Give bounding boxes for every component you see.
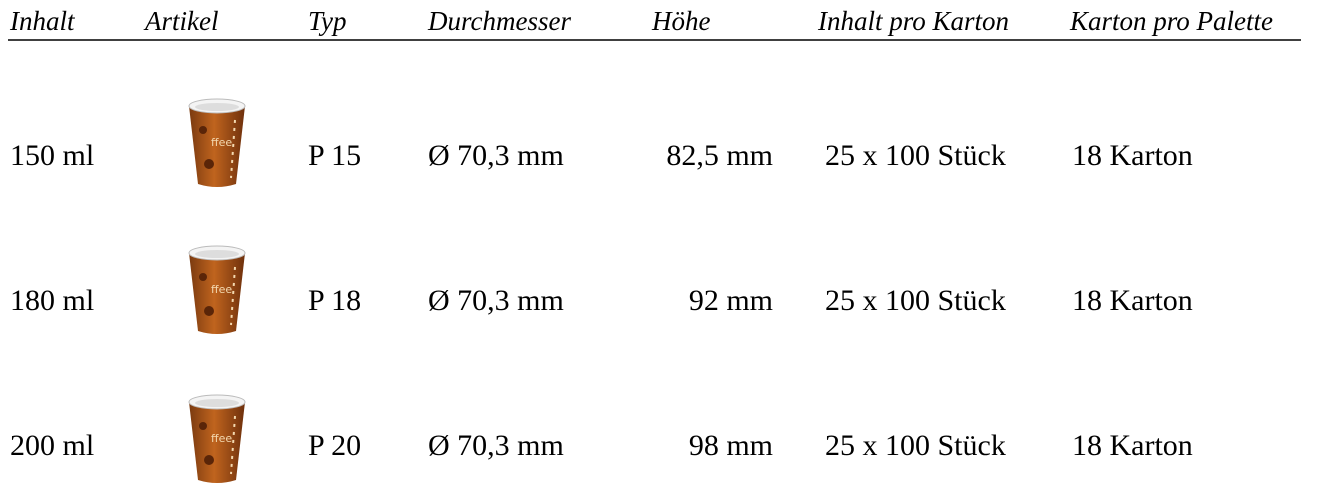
column-header: Inhalt pro Karton	[817, 6, 1009, 36]
table-cell: 25 x 100 Stück	[825, 139, 1006, 172]
table-cell: 25 x 100 Stück	[825, 284, 1006, 317]
table-cell: 25 x 100 Stück	[825, 429, 1006, 462]
table-cell: P 18	[308, 284, 361, 317]
column-header: Artikel	[143, 6, 218, 36]
cup-image	[189, 395, 245, 483]
table-cell: 18 Karton	[1072, 429, 1193, 462]
column-header: Höhe	[651, 6, 710, 36]
table-cell: P 20	[308, 429, 361, 462]
column-header: Durchmesser	[427, 6, 571, 36]
table-cell: 82,5 mm	[666, 139, 773, 172]
product-table: ffee InhaltArtikelTypDurchmesserHöheInha…	[0, 0, 1319, 484]
table-cell: 18 Karton	[1072, 284, 1193, 317]
table-cell: 98 mm	[689, 429, 773, 462]
table-cell: 18 Karton	[1072, 139, 1193, 172]
table-cell: 150 ml	[10, 139, 94, 172]
cup-image	[189, 246, 245, 334]
table-cell: 92 mm	[689, 284, 773, 317]
column-header: Karton pro Palette	[1069, 6, 1273, 36]
table-cell: 180 ml	[10, 284, 94, 317]
table-cell: P 15	[308, 139, 361, 172]
table-cell: Ø 70,3 mm	[428, 284, 564, 317]
table-cell: Ø 70,3 mm	[428, 429, 564, 462]
column-header: Typ	[308, 6, 347, 36]
column-header: Inhalt	[9, 6, 76, 36]
table-cell: 200 ml	[10, 429, 94, 462]
cup-image	[189, 99, 245, 187]
page: ffee InhaltArtikelTypDurchmesserHöheInha…	[0, 0, 1319, 484]
table-cell: Ø 70,3 mm	[428, 139, 564, 172]
